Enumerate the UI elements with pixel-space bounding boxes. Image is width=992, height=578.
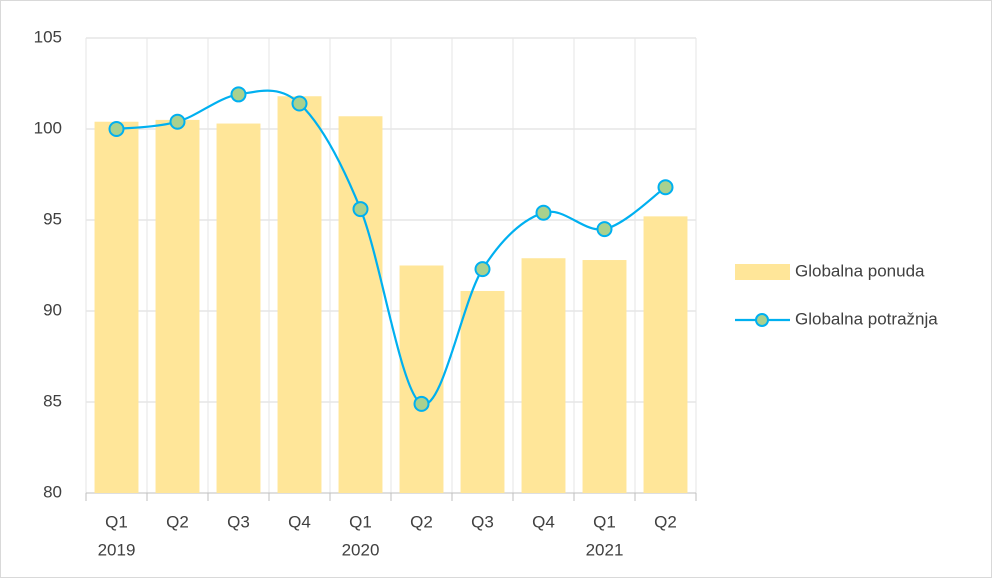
bar <box>94 121 139 493</box>
x-tick-label: Q1 <box>593 512 616 531</box>
line-marker <box>535 204 552 221</box>
line-marker <box>230 86 247 103</box>
group-label: 2021 <box>586 540 624 559</box>
bar <box>338 116 383 493</box>
legend-swatch <box>735 264 790 280</box>
group-label: 2020 <box>342 540 380 559</box>
y-tick-label: 90 <box>43 300 62 319</box>
bar <box>155 119 200 494</box>
y-tick-label: 100 <box>34 118 62 137</box>
group-label: 2019 <box>98 540 136 559</box>
x-tick-label: Q3 <box>471 512 494 531</box>
y-tick-label: 95 <box>43 209 62 228</box>
x-tick-label: Q4 <box>288 512 311 531</box>
x-tick-label: Q4 <box>532 512 555 531</box>
x-tick-label: Q2 <box>410 512 433 531</box>
x-tick-label: Q2 <box>654 512 677 531</box>
bar <box>643 216 688 494</box>
line <box>116 89 667 406</box>
bar <box>216 123 261 493</box>
line-marker <box>474 261 491 278</box>
legend-label: Globalna potražnja <box>795 309 938 328</box>
x-tick-label: Q3 <box>227 512 250 531</box>
line-marker <box>657 179 674 196</box>
legend-marker <box>755 313 769 327</box>
bar <box>582 260 627 493</box>
x-tick-label: Q1 <box>349 512 372 531</box>
bar <box>460 290 505 493</box>
bar <box>277 96 322 494</box>
line-marker <box>291 95 308 112</box>
x-tick-label: Q2 <box>166 512 189 531</box>
x-tick-label: Q1 <box>105 512 128 531</box>
line-marker <box>352 201 369 218</box>
bar <box>399 265 444 493</box>
line-marker <box>169 113 186 130</box>
line-marker <box>413 395 430 412</box>
legend-label: Globalna ponuda <box>795 261 925 280</box>
y-tick-label: 105 <box>34 27 62 46</box>
line-marker <box>108 121 125 137</box>
y-tick-label: 85 <box>43 391 62 410</box>
bar <box>521 258 566 493</box>
y-tick-label: 80 <box>43 482 62 501</box>
line-marker <box>596 221 613 238</box>
